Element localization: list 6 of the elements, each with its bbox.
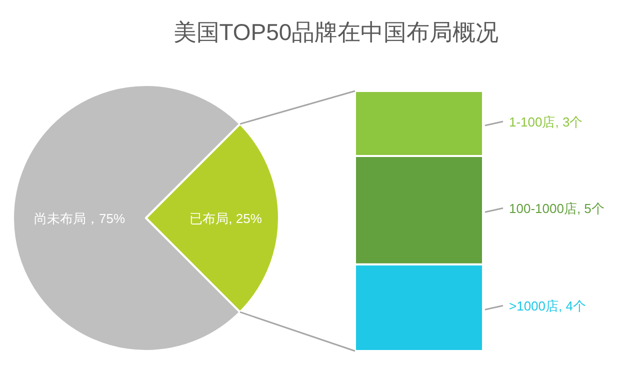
- text: 美国TOP50品牌在中国布局概况: [173, 19, 499, 45]
- data-label: 已布局, 25%: [190, 211, 262, 226]
- data-label: 尚未布局，75%: [34, 211, 126, 226]
- data-label: 1-100店, 3个: [509, 114, 583, 130]
- data-label: 100-1000店, 5个: [509, 201, 604, 216]
- data-label: >1000店, 4个: [509, 298, 586, 314]
